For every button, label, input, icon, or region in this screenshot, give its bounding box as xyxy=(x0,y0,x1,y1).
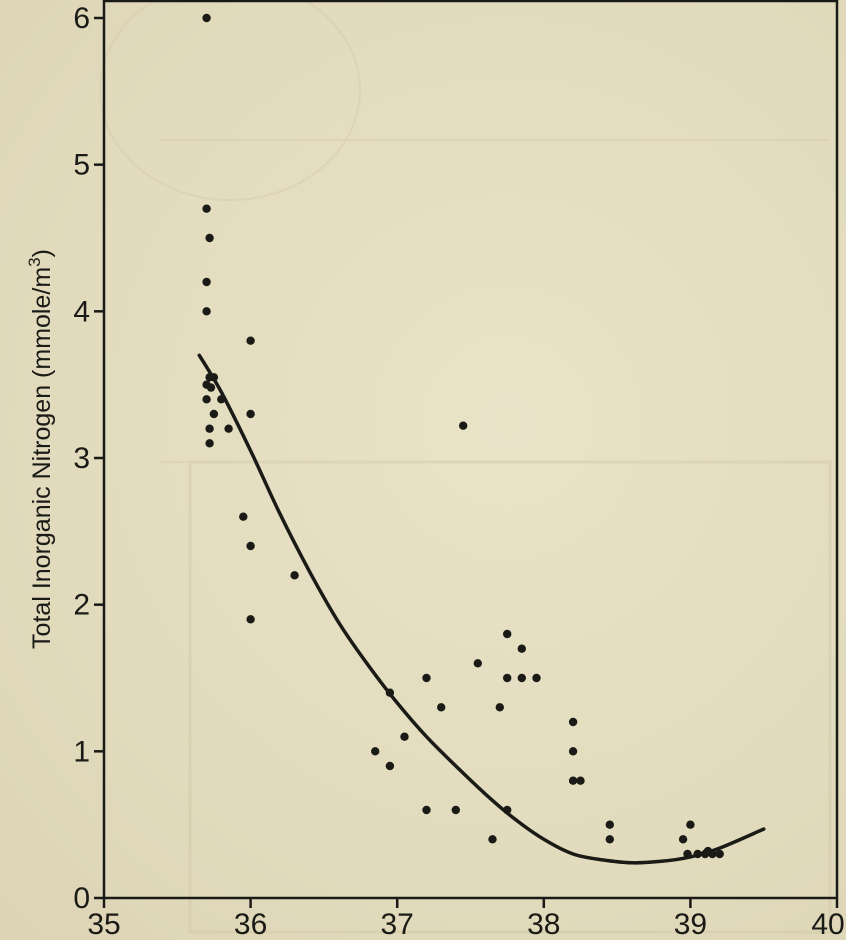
data-point xyxy=(532,673,541,683)
data-point xyxy=(205,233,214,243)
y-tick-label: 1 xyxy=(73,735,90,768)
fitted-curve xyxy=(197,353,766,865)
data-point xyxy=(488,835,497,844)
data-point xyxy=(437,703,446,712)
x-tick-label: 36 xyxy=(234,908,267,940)
data-point xyxy=(202,204,211,213)
data-point xyxy=(209,409,219,419)
data-point xyxy=(290,571,299,580)
data-point xyxy=(576,776,585,785)
data-point xyxy=(686,820,695,829)
data-point xyxy=(451,805,460,815)
data-point xyxy=(206,383,216,392)
y-axis-ticks: 0 1 2 3 4 5 6 xyxy=(73,2,104,915)
data-point xyxy=(246,409,255,419)
data-point xyxy=(202,307,211,316)
data-point xyxy=(605,820,614,829)
y-tick-label: 6 xyxy=(73,2,90,35)
data-point xyxy=(209,373,219,382)
data-point xyxy=(385,688,395,697)
data-point xyxy=(202,395,211,404)
data-point xyxy=(246,541,255,551)
data-point xyxy=(246,615,255,624)
data-point xyxy=(239,512,248,521)
data-point xyxy=(385,761,395,771)
y-tick-label: 0 xyxy=(73,882,90,915)
data-point xyxy=(568,717,578,727)
data-point xyxy=(715,849,724,859)
data-point xyxy=(205,424,214,433)
data-point xyxy=(422,673,431,683)
y-tick-label: 5 xyxy=(73,149,90,182)
data-point xyxy=(678,835,688,844)
x-tick-label: 38 xyxy=(527,908,560,940)
data-point xyxy=(517,644,526,653)
x-tick-label: 39 xyxy=(674,908,707,940)
data-point xyxy=(693,849,702,859)
y-tick-label: 2 xyxy=(73,589,90,622)
data-point xyxy=(246,336,255,345)
y-axis-title-superscript: 3 xyxy=(25,257,44,266)
data-point xyxy=(217,395,226,404)
x-tick-label: 35 xyxy=(87,908,120,940)
data-point xyxy=(473,659,482,668)
data-point xyxy=(503,805,512,815)
data-point xyxy=(371,747,380,756)
y-tick-label: 3 xyxy=(73,442,90,475)
data-point xyxy=(205,439,214,448)
data-point xyxy=(703,846,713,856)
plot-frame xyxy=(102,0,839,900)
x-tick-label: 37 xyxy=(381,908,414,940)
x-axis-ticks: 35 36 37 38 39 40 xyxy=(87,898,845,940)
data-point xyxy=(495,703,504,712)
data-point xyxy=(568,776,578,785)
data-point xyxy=(202,13,211,23)
y-axis-title: Total Inorganic Nitrogen (mmole/m3) xyxy=(25,249,56,649)
y-tick-label: 4 xyxy=(73,295,90,328)
data-point xyxy=(683,849,692,859)
x-tick-label: 40 xyxy=(811,908,844,940)
data-point xyxy=(224,424,233,433)
data-point xyxy=(568,747,578,756)
data-point xyxy=(422,805,431,815)
data-point xyxy=(605,835,614,844)
data-point xyxy=(503,629,512,639)
data-points xyxy=(202,13,724,859)
data-point xyxy=(517,673,526,683)
data-point xyxy=(459,421,468,430)
data-point xyxy=(400,732,409,741)
data-point xyxy=(202,277,211,287)
data-point xyxy=(503,673,512,683)
show-through-texture xyxy=(99,0,832,934)
